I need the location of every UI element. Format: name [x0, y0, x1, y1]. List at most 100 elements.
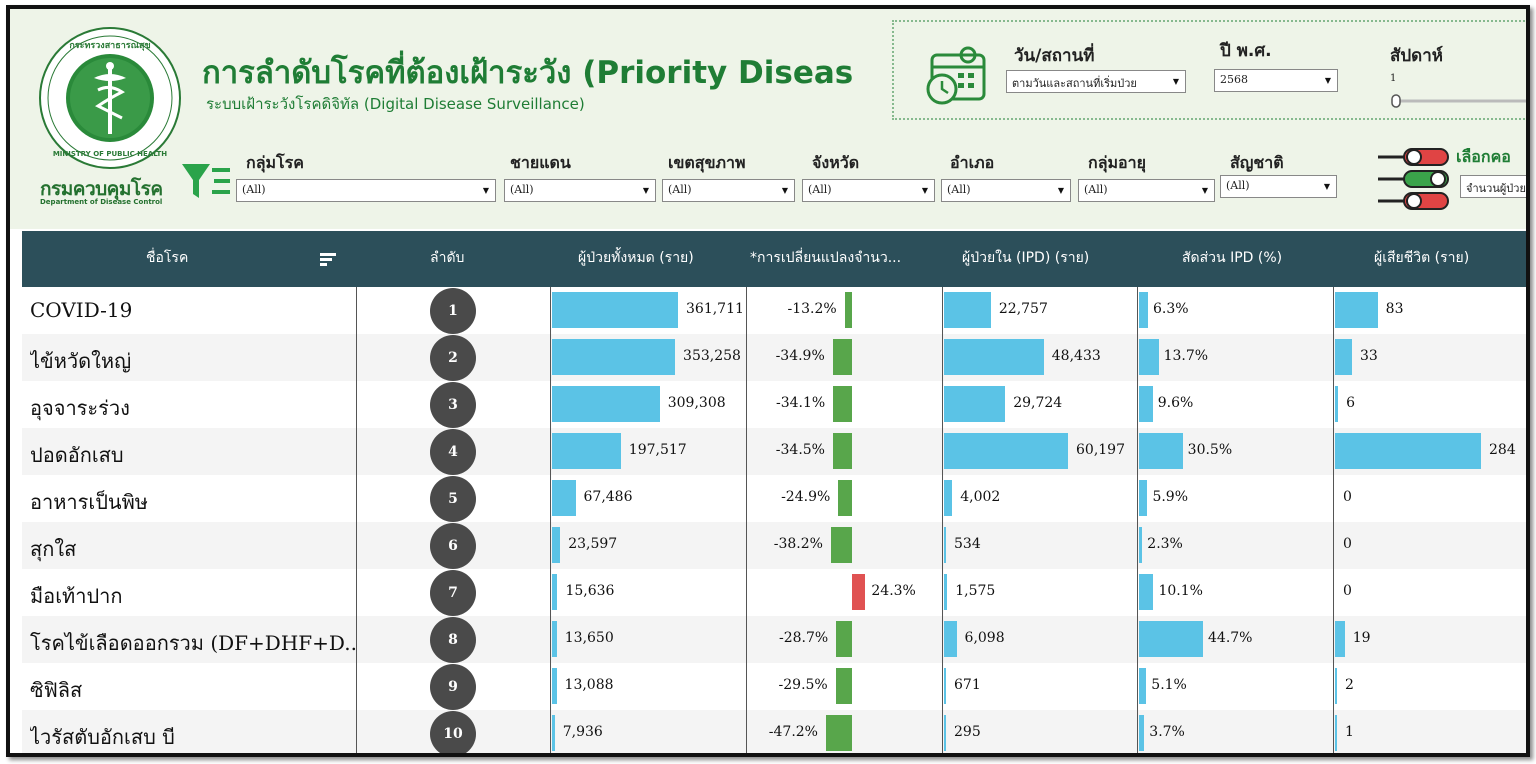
ipd-ratio-bar [1139, 433, 1183, 469]
total-value: 23,597 [568, 536, 618, 552]
deaths-bar [1335, 668, 1337, 704]
page-subtitle: ระบบเฝ้าระวังโรคดิจิทัล (Digital Disease… [206, 95, 585, 113]
total-value: 309,308 [667, 395, 726, 411]
col-header-name[interactable]: ชื่อโรค [146, 250, 189, 266]
column-select[interactable]: จำนวนผู้ป่วย [1460, 175, 1526, 198]
total-bar [552, 433, 621, 469]
total-value: 197,517 [628, 442, 687, 458]
page-title: การลำดับโรคที่ต้องเฝ้าระวัง (Priority Di… [202, 55, 854, 91]
change-value: 24.3% [871, 583, 916, 599]
column-divider [942, 287, 943, 753]
nationality-value: (All) [1226, 179, 1250, 192]
filter-icon[interactable] [180, 162, 234, 202]
nationality-select[interactable]: (All) ▼ [1220, 175, 1337, 198]
deaths-value: 83 [1385, 301, 1404, 317]
ipd-value: 534 [954, 536, 981, 552]
district-value: (All) [947, 183, 971, 196]
disease-name: ไวรัสตับอักเสบ บี [30, 725, 175, 749]
deaths-value: 19 [1352, 630, 1371, 646]
district-select[interactable]: (All) ▼ [941, 179, 1071, 202]
province-label: จังหวัด [812, 153, 860, 172]
rank-badge: 5 [430, 476, 476, 522]
deaths-value: 0 [1343, 536, 1352, 552]
deaths-bar [1335, 339, 1352, 375]
table-row[interactable]: อาหารเป็นพิษ 5 67,486 -24.9% 4,002 5.9% 0 [22, 475, 1526, 522]
year-select[interactable]: 2568 ▼ [1214, 69, 1338, 92]
column-divider [746, 287, 747, 753]
deaths-value: 6 [1346, 395, 1355, 411]
table-row[interactable]: ปอดอักเสบ 4 197,517 -34.5% 60,197 30.5% 284 [22, 428, 1526, 475]
deaths-value: 33 [1359, 348, 1378, 364]
table-body: COVID-19 1 361,711 -13.2% 22,757 6.3% 83 ไข้หวั… [22, 287, 1526, 753]
deaths-value: 0 [1343, 489, 1352, 505]
change-bar [838, 480, 852, 516]
province-select[interactable]: (All) ▼ [802, 179, 935, 202]
table-row[interactable]: อุจจาระร่วง 3 309,308 -34.1% 29,724 9.6% 6 [22, 381, 1526, 428]
table-header: ชื่อโรค ลำดับ ผู้ป่วยทั้งหมด (ราย) *การเ… [22, 231, 1526, 287]
ipd-bar [944, 433, 1068, 469]
ipd-ratio-value: 9.6% [1157, 395, 1194, 411]
total-bar [552, 668, 557, 704]
column-divider [1137, 287, 1138, 753]
border-select[interactable]: (All) ▼ [504, 179, 656, 202]
ipd-ratio-value: 3.7% [1149, 724, 1185, 740]
change-value: -34.9% [775, 348, 825, 364]
table-row[interactable]: สุกใส 6 23,597 -38.2% 534 2.3% 0 [22, 522, 1526, 569]
rank-badge: 7 [430, 570, 476, 616]
table-row[interactable]: โรคไข้เลือดออกรวม (DF+DHF+D... 8 13,650 -28… [22, 616, 1526, 663]
col-header-ipd[interactable]: ผู้ป่วยใน (IPD) (ราย) [962, 250, 1090, 266]
ipd-bar [944, 386, 1006, 422]
disease-name: COVID-19 [30, 298, 133, 322]
disease-group-select[interactable]: (All) ▼ [236, 179, 496, 202]
ipd-ratio-bar [1139, 621, 1203, 657]
table-row[interactable]: มือเท้าปาก 7 15,636 24.3% 1,575 10.1% 0 [22, 569, 1526, 616]
week-slider[interactable] [1390, 93, 1530, 109]
sort-icon[interactable] [320, 253, 336, 267]
age-group-label: กลุ่มอายุ [1088, 153, 1147, 172]
col-header-total[interactable]: ผู้ป่วยทั้งหมด (ราย) [578, 250, 694, 266]
date-place-value: ตามวันและสถานที่เริ่มป่วย [1012, 77, 1137, 90]
change-value: -38.2% [773, 536, 823, 552]
rank-badge: 8 [430, 617, 476, 663]
col-header-change[interactable]: *การเปลี่ยนแปลงจำนว... [750, 250, 902, 266]
column-divider [550, 287, 551, 753]
week-value: 1 [1390, 73, 1397, 84]
nationality-label: สัญชาติ [1230, 153, 1284, 172]
health-region-select[interactable]: (All) ▼ [662, 179, 795, 202]
col-header-ipd-ratio[interactable]: สัดส่วน IPD (%) [1182, 250, 1283, 266]
table-row[interactable]: ไข้หวัดใหญ่ 2 353,258 -34.9% 48,433 13.7% 33 [22, 334, 1526, 381]
column-select-value: จำนวนผู้ป่วย [1466, 182, 1526, 195]
total-value: 353,258 [683, 348, 741, 364]
health-region-value: (All) [668, 183, 692, 196]
ipd-ratio-bar [1139, 480, 1148, 516]
chevron-down-icon: ▼ [781, 186, 788, 195]
table-row[interactable]: COVID-19 1 361,711 -13.2% 22,757 6.3% 83 [22, 287, 1526, 334]
svg-text:กระทรวงสาธารณสุข: กระทรวงสาธารณสุข [69, 41, 150, 51]
deaths-value: 1 [1345, 724, 1354, 740]
deaths-bar [1335, 386, 1339, 422]
col-header-rank[interactable]: ลำดับ [430, 250, 465, 266]
disease-name: อาหารเป็นพิษ [30, 490, 148, 514]
toggle-switch-icon[interactable] [1376, 145, 1456, 215]
total-value: 361,711 [686, 301, 744, 317]
change-value: -28.7% [778, 630, 829, 646]
week-label: สัปดาห์ [1390, 46, 1443, 66]
date-place-label: วัน/สถานที่ [1014, 46, 1095, 66]
total-bar [552, 386, 660, 422]
ipd-value: 1,575 [955, 583, 996, 599]
date-place-select[interactable]: ตามวันและสถานที่เริ่มป่วย ▼ [1006, 70, 1186, 93]
dashboard-frame: กระทรวงสาธารณสุข MINISTRY OF PUBLIC HEAL… [6, 5, 1530, 757]
total-value: 7,936 [562, 724, 603, 740]
change-bar [835, 668, 852, 704]
disease-name: มือเท้าปาก [30, 584, 123, 608]
date-filter-panel [892, 20, 1526, 120]
chevron-down-icon: ▼ [1172, 77, 1179, 86]
chevron-down-icon: ▼ [1323, 182, 1330, 191]
district-label: อำเภอ [950, 153, 995, 172]
col-header-deaths[interactable]: ผู้เสียชีวิต (ราย) [1374, 250, 1470, 266]
ipd-bar [944, 527, 946, 563]
table-row[interactable]: ซิฟิลิส 9 13,088 -29.5% 671 5.1% 2 [22, 663, 1526, 710]
svg-text:MINISTRY OF PUBLIC HEALTH: MINISTRY OF PUBLIC HEALTH [53, 150, 167, 158]
table-row[interactable]: ไวรัสตับอักเสบ บี 10 7,936 -47.2% 295 3.7% 1 [22, 710, 1526, 753]
age-group-select[interactable]: (All) ▼ [1078, 179, 1215, 202]
